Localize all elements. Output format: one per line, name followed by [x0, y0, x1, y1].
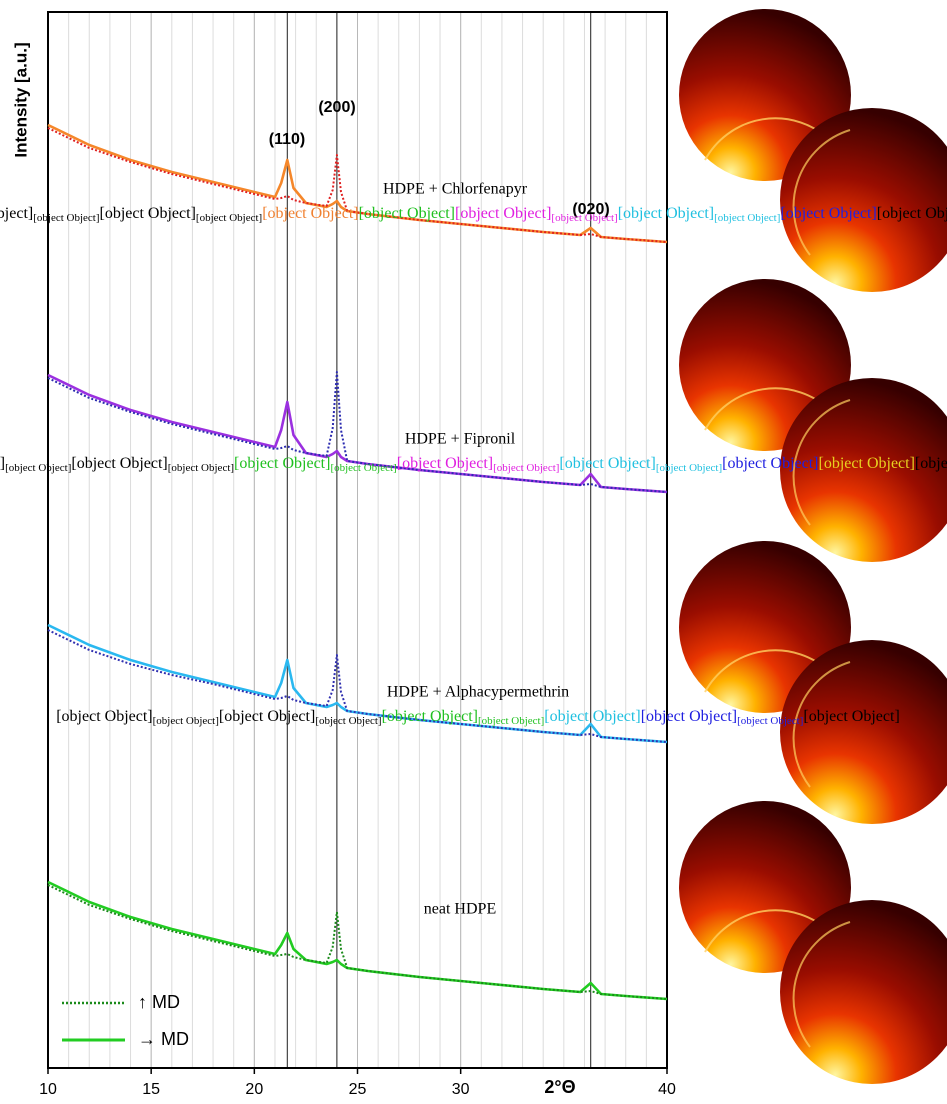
- formula-part: [object Object]: [877, 205, 947, 222]
- formula-part: [object Object]: [737, 715, 803, 727]
- diffraction-images: [679, 9, 947, 1084]
- formula-part: [object Object]: [493, 462, 559, 474]
- formula-part: [object Object]: [544, 708, 640, 725]
- formula-part: [object Object]: [5, 462, 71, 474]
- sample-label: HDPE + Fipronil: [405, 431, 516, 448]
- formula-part: [object Object]: [915, 455, 947, 472]
- formula-part: [object Object]: [455, 205, 551, 222]
- x-tick-label: 40: [658, 1081, 676, 1098]
- sample-label: HDPE + Alphacypermethrin: [387, 684, 569, 701]
- formula-part: [object Object]: [819, 455, 915, 472]
- peak-label: (110): [269, 131, 305, 148]
- x-tick-label: 15: [142, 1081, 160, 1098]
- x-axis-label: 2°Θ: [544, 1077, 575, 1097]
- formula-part: [object Object]: [153, 715, 219, 727]
- formula-part: [object Object]: [641, 708, 737, 725]
- formula-part: [object Object]: [478, 715, 544, 727]
- formula: [object Object][object Object][object Ob…: [0, 205, 947, 224]
- formula-part: [object Object]: [722, 455, 818, 472]
- formula-part: [object Object]: [234, 455, 330, 472]
- formula-part: [object Object]: [559, 455, 655, 472]
- figure: Intensity [a.u.] 2°Θ 10 15 20 25 30 40 (110) (2…: [0, 0, 947, 1104]
- diffraction-image: [679, 801, 947, 1084]
- formula: [object Object][object Object][object Ob…: [0, 455, 947, 474]
- formula-part: [object Object]: [382, 708, 478, 725]
- formula-part: [object Object]: [359, 205, 455, 222]
- formula-part: [object Object]: [0, 205, 33, 222]
- peak-label: (200): [318, 99, 355, 116]
- formula-part: [object Object]: [714, 212, 780, 224]
- formula-part: [object Object]: [330, 462, 396, 474]
- y-axis-label: Intensity [a.u.]: [11, 42, 30, 157]
- formula-part: [object Object]: [551, 212, 617, 224]
- formula-part: [object Object]: [262, 205, 358, 222]
- diffraction-image: [679, 9, 947, 292]
- formula-part: [object Object]: [71, 455, 167, 472]
- x-tick-label: 25: [349, 1081, 367, 1098]
- sample-label: neat HDPE: [424, 901, 496, 918]
- legend-label: → MD: [138, 1029, 189, 1049]
- legend-label: ↑ MD: [138, 992, 180, 1012]
- formula-part: [object Object]: [196, 212, 262, 224]
- x-tick-label: 20: [245, 1081, 263, 1098]
- formula-part: [object Object]: [780, 205, 876, 222]
- formula-part: [object Object]: [56, 708, 152, 725]
- formula-part: [object Object]: [219, 708, 315, 725]
- formula-part: [object Object]: [100, 205, 196, 222]
- formula-part: [object Object]: [397, 455, 493, 472]
- formula-part: [object Object]: [168, 462, 234, 474]
- x-tick-label: 30: [452, 1081, 470, 1098]
- x-tick-label: 10: [39, 1081, 57, 1098]
- formula-part: [object Object]: [656, 462, 722, 474]
- formula-part: [object Object]: [33, 212, 99, 224]
- formula-part: [object Object]: [618, 205, 714, 222]
- formula-part: [object Object]: [803, 708, 899, 725]
- diffraction-image: [679, 279, 947, 562]
- formula-part: [object Object]: [315, 715, 381, 727]
- sample-label: HDPE + Chlorfenapyr: [383, 181, 528, 198]
- diffraction-image: [679, 541, 947, 824]
